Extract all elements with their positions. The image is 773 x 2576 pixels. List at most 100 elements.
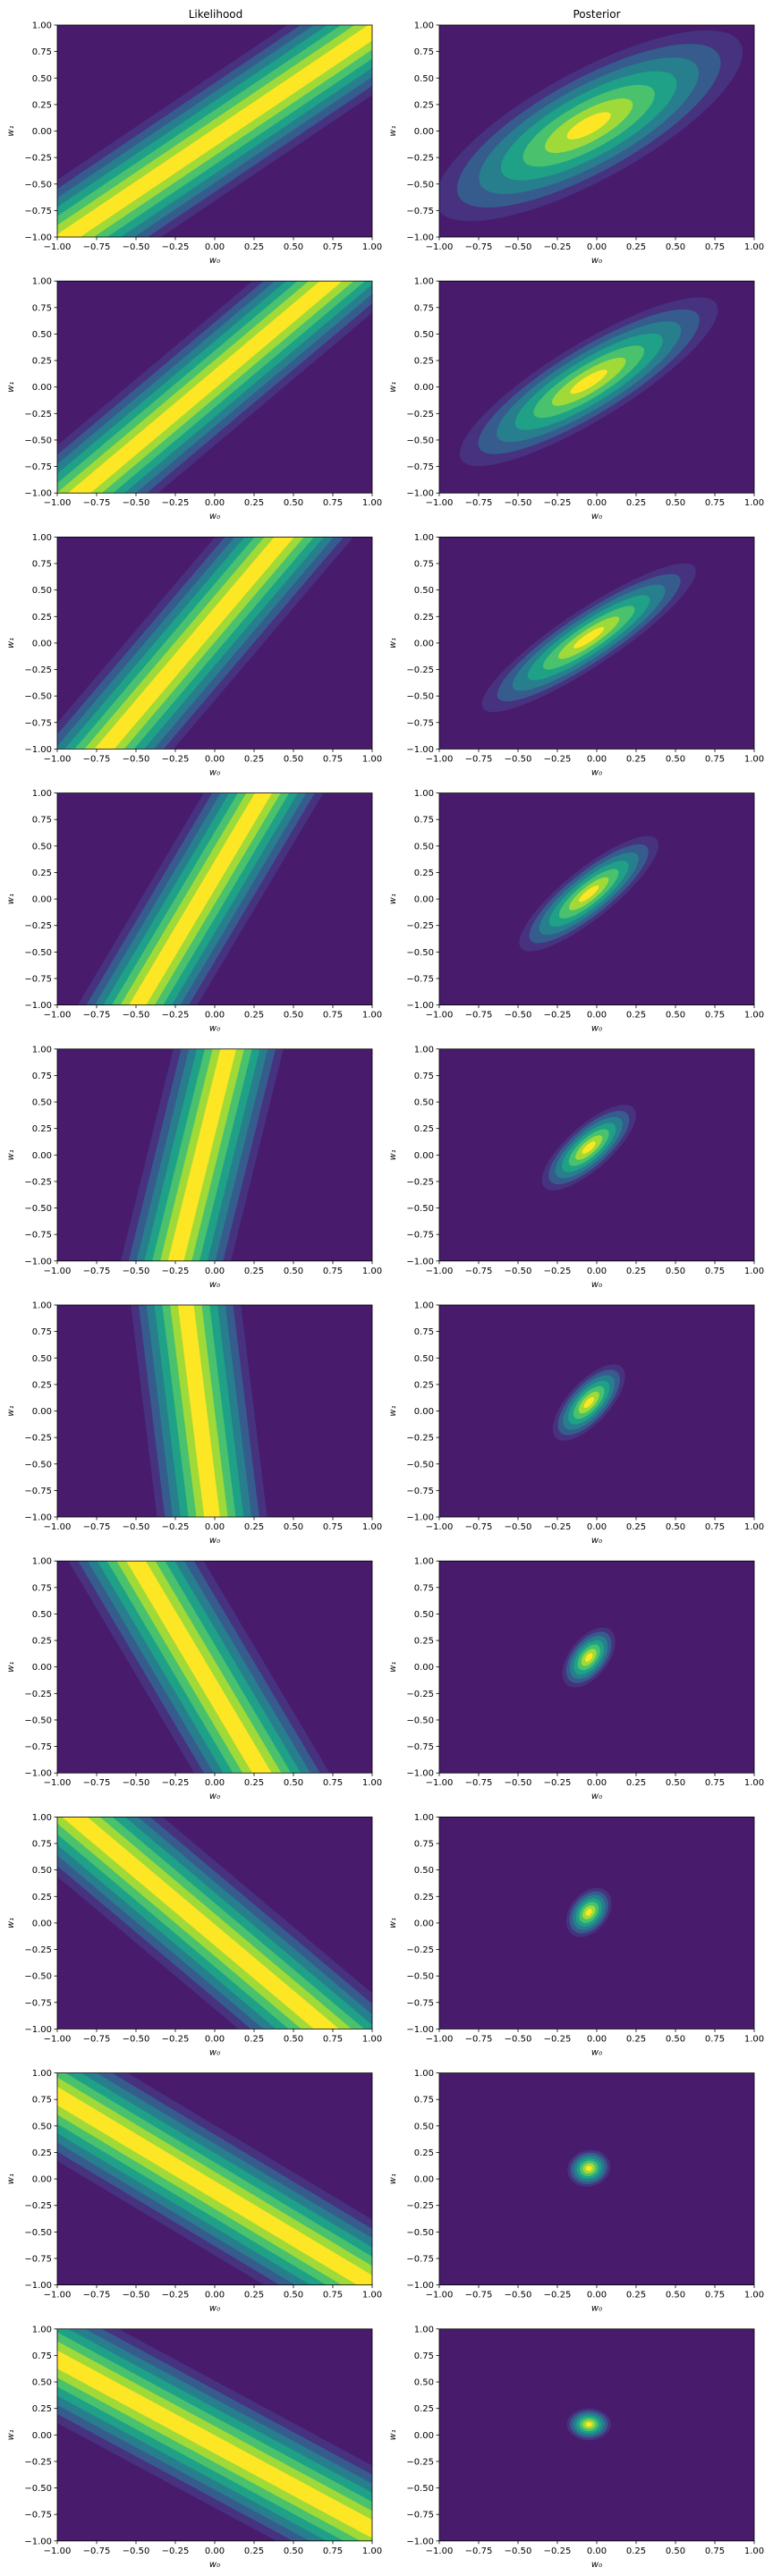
posterior-r1-y-tick-label-2: −0.50 — [406, 180, 434, 190]
posterior-r10-y-tick-label-3: −0.25 — [406, 2457, 434, 2467]
likelihood-r2-frame — [56, 280, 373, 494]
posterior-panel-10: −1.00 −0.75 −0.50 −0.25 0.00 0.25 0.50 0.75 1.00… — [388, 2325, 764, 2570]
likelihood-r4-x-tick-label-4: 0.00 — [205, 1011, 225, 1021]
posterior-ellipse-r8-level-7 — [585, 1909, 592, 1916]
likelihood-r6-y-tick-label-4: 0.00 — [32, 1407, 52, 1417]
posterior-r1-y-tick-label-6: 0.50 — [414, 74, 434, 84]
posterior-r2-x-tick-label-1: −0.75 — [465, 498, 493, 508]
posterior-r5-x-tick-label-8: 1.00 — [744, 1267, 764, 1276]
likelihood-r10-y-tick-label-2: −0.50 — [24, 2484, 52, 2494]
likelihood-r10-x-tick-label-8: 1.00 — [362, 2546, 382, 2556]
posterior-r3-y-tick-label-7: 0.75 — [414, 560, 434, 570]
posterior-r9-x-tick-label-2: −0.50 — [505, 2291, 532, 2301]
likelihood-r4-y-tick-label-1: −0.75 — [24, 974, 52, 984]
likelihood-r10-y-tick-label-6: 0.50 — [32, 2378, 52, 2388]
posterior-r4-x-tick-label-4: 0.00 — [587, 1011, 607, 1021]
posterior-r2-y-tick-label-6: 0.50 — [414, 330, 434, 340]
likelihood-r10-y-tick-label-4: 0.00 — [32, 2431, 52, 2441]
likelihood-band-r1-level-7 — [57, 25, 372, 237]
likelihood-r1-x-tick-label-0: −1.00 — [44, 242, 72, 252]
posterior-r2-y-tick-label-4: 0.00 — [414, 383, 434, 393]
posterior-r5-x-tick-label-1: −0.75 — [465, 1267, 493, 1276]
posterior-r2-y-tick-label-2: −0.50 — [406, 436, 434, 445]
posterior-r4-x-tick-label-7: 0.75 — [705, 1011, 725, 1021]
posterior-r7-y-tick-label-2: −0.50 — [406, 1716, 434, 1725]
likelihood-contours-3 — [57, 537, 354, 750]
posterior-r3-x-tick-label-5: 0.25 — [626, 754, 646, 764]
likelihood-r2-y-tick-label-4: 0.00 — [32, 383, 52, 393]
posterior-r2-y-axis-label: w₁ — [388, 382, 398, 393]
likelihood-r7-x-axis-label: w₀ — [209, 1792, 220, 1801]
likelihood-r8-x-tick-label-8: 1.00 — [362, 2034, 382, 2044]
likelihood-r8-y-tick-label-8: 1.00 — [32, 1813, 52, 1823]
likelihood-r3-y-tick-label-8: 1.00 — [32, 533, 52, 543]
likelihood-r8-x-tick-label-7: 0.75 — [323, 2034, 343, 2044]
posterior-r4-y-tick-label-7: 0.75 — [414, 816, 434, 826]
posterior-r10-x-tick-label-2: −0.50 — [505, 2546, 532, 2556]
likelihood-r10-x-tick-label-7: 0.75 — [323, 2546, 343, 2556]
likelihood-r4-x-tick-label-1: −0.75 — [83, 1011, 111, 1021]
posterior-r5-x-tick-label-3: −0.25 — [544, 1267, 572, 1276]
likelihood-r2-x-tick-label-3: −0.25 — [162, 498, 190, 508]
posterior-r10-x-tick-label-0: −1.00 — [426, 2546, 454, 2556]
posterior-r2-x-tick-label-6: 0.50 — [666, 498, 685, 508]
likelihood-r2-y-tick-label-0: −1.00 — [24, 489, 52, 499]
posterior-r3-x-tick-label-3: −0.25 — [544, 754, 572, 764]
posterior-r1-frame — [438, 24, 755, 238]
posterior-r1-y-tick-label-7: 0.75 — [414, 47, 434, 57]
likelihood-r2-y-tick-label-3: −0.25 — [24, 410, 52, 419]
posterior-r8-x-tick-label-4: 0.00 — [587, 2034, 607, 2044]
likelihood-panel-3: −1.00 −0.75 −0.50 −0.25 0.00 0.25 0.50 0.75 1.00… — [6, 533, 382, 778]
posterior-r5-y-tick-label-2: −0.50 — [406, 1204, 434, 1214]
likelihood-r2-x-tick-label-1: −0.75 — [83, 498, 111, 508]
likelihood-r5-y-tick-label-8: 1.00 — [32, 1045, 52, 1055]
likelihood-r7-x-tick-label-3: −0.25 — [162, 1778, 190, 1788]
posterior-r8-frame — [438, 1817, 755, 2029]
posterior-r10-x-axis-label: w₀ — [591, 2560, 602, 2570]
likelihood-r1-y-tick-label-4: 0.00 — [32, 127, 52, 137]
likelihood-r2-x-tick-label-0: −1.00 — [44, 498, 72, 508]
posterior-r6-x-tick-label-2: −0.50 — [505, 1522, 532, 1532]
posterior-r5-y-tick-label-1: −0.75 — [406, 1231, 434, 1241]
likelihood-r8-x-tick-label-5: 0.25 — [244, 2034, 264, 2044]
likelihood-r6-x-axis-label: w₀ — [209, 1536, 220, 1546]
posterior-r4-x-tick-label-3: −0.25 — [544, 1011, 572, 1021]
likelihood-r3-x-tick-label-4: 0.00 — [205, 754, 225, 764]
posterior-r7-x-axis-label: w₀ — [591, 1792, 602, 1801]
posterior-r3-x-tick-label-7: 0.75 — [705, 754, 725, 764]
posterior-r4-y-tick-label-0: −1.00 — [406, 1001, 434, 1011]
posterior-r10-y-axis-label: w₁ — [388, 2429, 398, 2440]
posterior-r7-x-tick-label-8: 1.00 — [744, 1778, 764, 1788]
likelihood-r2-x-tick-label-7: 0.75 — [323, 498, 343, 508]
posterior-r7-y-tick-label-5: 0.25 — [414, 1637, 434, 1647]
likelihood-r10-x-tick-label-1: −0.75 — [83, 2546, 111, 2556]
likelihood-r6-frame — [56, 1304, 373, 1518]
posterior-r3-y-axis-label: w₁ — [388, 638, 398, 648]
posterior-r5-x-tick-label-0: −1.00 — [426, 1267, 454, 1276]
likelihood-r7-y-tick-label-3: −0.25 — [24, 1690, 52, 1699]
posterior-r1-y-tick-label-5: 0.25 — [414, 100, 434, 110]
likelihood-r2-x-tick-label-4: 0.00 — [205, 498, 225, 508]
likelihood-r9-y-tick-label-2: −0.50 — [24, 2228, 52, 2238]
posterior-r5-x-tick-label-6: 0.50 — [666, 1267, 685, 1276]
likelihood-r8-x-axis-label: w₀ — [209, 2047, 220, 2057]
likelihood-r10-x-tick-label-5: 0.25 — [244, 2546, 264, 2556]
likelihood-r9-y-tick-label-0: −1.00 — [24, 2281, 52, 2291]
likelihood-r1-x-tick-label-2: −0.50 — [123, 242, 150, 252]
likelihood-r3-y-tick-label-2: −0.50 — [24, 692, 52, 702]
posterior-r10-y-tick-label-0: −1.00 — [406, 2537, 434, 2546]
likelihood-r7-x-tick-label-4: 0.00 — [205, 1778, 225, 1788]
posterior-r6-y-tick-label-5: 0.25 — [414, 1380, 434, 1390]
posterior-r7-y-axis-label: w₁ — [388, 1662, 398, 1673]
likelihood-r10-x-tick-label-0: −1.00 — [44, 2546, 72, 2556]
likelihood-r6-x-tick-label-6: 0.50 — [284, 1522, 303, 1532]
likelihood-r5-y-tick-label-3: −0.25 — [24, 1177, 52, 1187]
likelihood-r1-x-tick-label-6: 0.50 — [284, 242, 303, 252]
posterior-r8-y-tick-label-7: 0.75 — [414, 1840, 434, 1850]
likelihood-r7-frame — [56, 1560, 373, 1774]
posterior-r8-y-axis-label: w₁ — [388, 1918, 398, 1928]
likelihood-r2-x-tick-label-5: 0.25 — [244, 498, 264, 508]
likelihood-panel-7: −1.00 −0.75 −0.50 −0.25 0.00 0.25 0.50 0.75 1.00… — [6, 1557, 382, 1802]
likelihood-r6-y-tick-label-5: 0.25 — [32, 1380, 52, 1390]
likelihood-r10-y-tick-label-3: −0.25 — [24, 2457, 52, 2467]
